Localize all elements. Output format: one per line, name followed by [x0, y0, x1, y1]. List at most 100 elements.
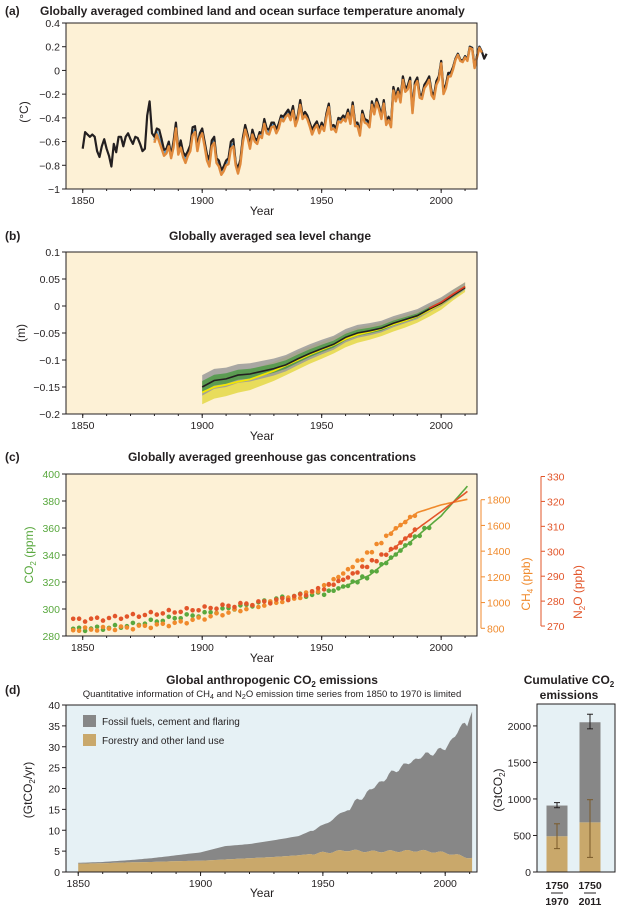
sea-level-line-black — [201, 286, 466, 388]
panel-a-xtick-label: 1900 — [191, 195, 215, 207]
n2o-sample-dot — [303, 593, 309, 598]
ch4-sample-dot — [262, 603, 267, 608]
panel-a-xtick-label: 1950 — [310, 195, 334, 207]
n2o-sample-dot — [226, 603, 231, 609]
panel-c-co2-ytick-label: 320 — [42, 577, 60, 589]
cumulative-title-text: Cumulative CO — [524, 673, 610, 687]
n2o-sample-dot — [106, 615, 112, 621]
panel-a-ylabel: (°C) — [17, 101, 31, 122]
panel-b: (b) Globally averaged sea level change 1… — [5, 229, 478, 443]
ch4-label-sub: 4 — [526, 588, 535, 593]
cumulative-bar-fossil — [546, 805, 568, 837]
panel-d-ylabel-text: (GtCO — [21, 784, 35, 819]
panel-d-subtitle-sub1: 4 — [210, 694, 214, 701]
ch4-sample-dot — [76, 628, 82, 633]
ch4-label-unit: (ppb) — [519, 557, 533, 588]
ch4-sample-dot — [100, 624, 106, 630]
panel-c-xlabel: Year — [250, 651, 274, 665]
n2o-sample-dot — [208, 605, 213, 611]
panel-c-plot-area — [66, 474, 477, 636]
cumulative-ytick-label: 2000 — [508, 721, 532, 733]
cumulative-title-line2: emissions — [540, 688, 599, 702]
panel-c-n2o-ytick-label: 270 — [547, 621, 565, 633]
n2o-sample-dot — [154, 612, 160, 617]
n2o-sample-dot — [88, 616, 94, 621]
panel-c-label: (c) — [5, 450, 20, 464]
n2o-sample-dot — [321, 587, 327, 592]
cumulative-title-line1: Cumulative CO2 — [524, 673, 615, 689]
sea-level-line-red — [428, 285, 466, 309]
panel-a-frame — [65, 22, 478, 190]
n2o-sample-dot — [340, 577, 346, 583]
panel-d-series-group — [78, 711, 473, 872]
legend-fossil-label: Fossil fuels, cement and flaring — [102, 717, 240, 728]
panel-a-ytick-label: −0.4 — [39, 113, 60, 125]
panel-d-axes: 1850 1900 1950 2000 40 35 30 25 20 15 10 5 0 — [48, 700, 478, 890]
panel-c-co2-ytick-label: 300 — [42, 604, 60, 616]
panel-d-ytick-label: 20 — [48, 784, 60, 796]
co2-sample-dot — [321, 592, 327, 598]
panel-b-xtick-label: 1850 — [71, 420, 95, 432]
panel-b-ytick-label: 0.05 — [40, 274, 61, 286]
n2o-sample-dot — [285, 597, 291, 603]
panel-d-xlabel: Year — [250, 886, 274, 900]
panel-c-n2o-ytick-label: 320 — [547, 496, 565, 508]
panel-c-co2-ytick-label: 380 — [42, 496, 60, 508]
ch4-sample-dot — [364, 550, 370, 555]
ch4-sample-dot — [112, 627, 118, 633]
ch4-sample-dot — [136, 623, 142, 628]
co2-sample-dot — [166, 614, 172, 620]
ch4-sample-dot — [374, 541, 379, 547]
panel-c: (c) Globally averaged greenhouse gas con… — [5, 450, 587, 665]
panel-d-subtitle-a: Quantitative information of CH — [83, 689, 210, 700]
panel-c-xtick-label: 1850 — [71, 642, 95, 654]
n2o-sample-dot — [268, 601, 273, 606]
n2o-sample-dot — [118, 616, 124, 622]
cumulative-ytick-label: 0 — [525, 867, 531, 879]
ch4-sample-dot — [166, 623, 172, 629]
n2o-sample-dot — [355, 570, 360, 575]
n2o-sample-dot — [202, 604, 207, 609]
panel-d-title-sub: 2 — [311, 680, 316, 689]
panel-b-xtick-label: 2000 — [429, 420, 453, 432]
n2o-sample-dot — [184, 606, 189, 611]
ch4-sample-dot — [340, 571, 346, 576]
panel-b-title: Globally averaged sea level change — [169, 229, 371, 243]
panel-c-n2o-ytick-label: 330 — [547, 471, 565, 483]
n2o-sample-dot — [315, 585, 321, 591]
panel-d-ytick-label: 30 — [48, 742, 60, 754]
n2o-sample-dot — [379, 552, 384, 557]
co2-sample-dot — [94, 624, 100, 630]
panel-c-xtick-label: 1950 — [310, 642, 334, 654]
n2o-sample-dot — [136, 614, 142, 619]
ch4-sample-dot — [88, 627, 94, 632]
ch4-sample-dot — [256, 604, 261, 610]
n2o-sample-dot — [309, 589, 315, 594]
ch4-sample-dot — [208, 614, 213, 619]
n2o-sample-dot — [70, 616, 76, 622]
ch4-sample-dot — [196, 615, 201, 620]
co2-sample-dot — [172, 615, 177, 621]
panel-b-ytick-label: −0.15 — [33, 382, 60, 394]
panel-c-ylabel-ch4: CH4 (ppb) — [519, 557, 535, 610]
cumulative-bar-forestry — [546, 836, 568, 872]
panel-d-label: (d) — [5, 683, 20, 697]
panel-a: (a) Globally averaged combined land and … — [5, 4, 488, 218]
panel-a-ytick-label: −0.2 — [39, 89, 60, 101]
legend-forestry-label: Forestry and other land use — [102, 736, 225, 747]
ch4-sample-dot — [369, 549, 375, 555]
ch4-sample-dot — [350, 564, 356, 570]
n2o-sample-dot — [166, 607, 172, 613]
panel-c-ch4-ytick-label: 1800 — [487, 495, 511, 507]
panel-d-ytick-label: 15 — [48, 804, 60, 816]
ch4-sample-dot — [280, 599, 285, 605]
co2-sample-dot — [331, 588, 336, 593]
n2o-sample-dot — [244, 601, 249, 606]
panel-c-n2o-ytick-label: 290 — [547, 571, 565, 583]
panel-c-ch4-ytick-label: 800 — [487, 623, 505, 635]
co2-sample-dot — [220, 606, 225, 611]
panel-c-ch4-ytick-label: 1600 — [487, 520, 511, 532]
n2o-sample-dot — [94, 615, 100, 620]
panel-a-ytick-label: 0 — [54, 65, 60, 77]
panel-b-ytick-label: 0.1 — [45, 247, 60, 259]
